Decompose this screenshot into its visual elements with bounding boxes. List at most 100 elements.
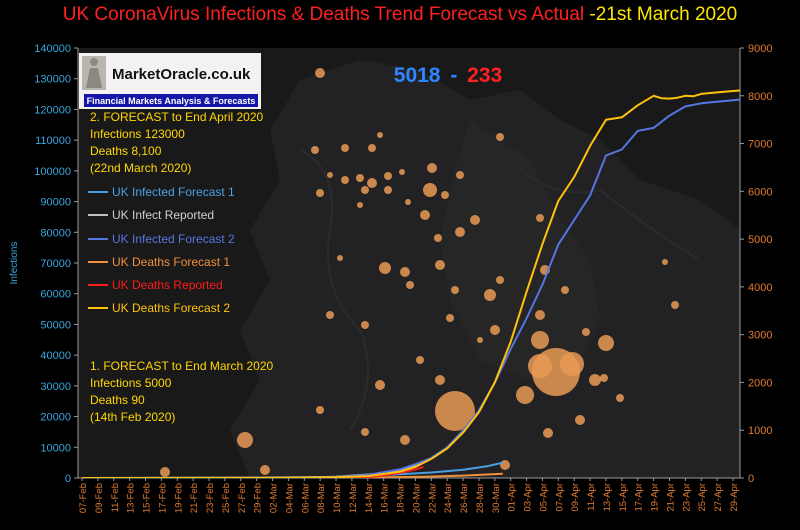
map-bubble	[341, 176, 349, 184]
map-bubble	[361, 321, 369, 329]
x-tick-label: 25-Apr	[697, 483, 708, 512]
map-bubble	[400, 435, 410, 445]
map-bubble	[379, 262, 391, 274]
x-tick-label: 05-Apr	[538, 483, 549, 512]
map-bubble	[446, 314, 454, 322]
x-tick-label: 21-Feb	[189, 483, 200, 513]
map-bubble	[600, 374, 608, 382]
x-tick-label: 18-Mar	[396, 483, 407, 513]
right-axis-ticks: 0 1000 2000 3000 4000 5000 6000 7000 8000 9000	[740, 43, 772, 485]
right-tick-label: 5000	[748, 234, 772, 246]
right-tick-label: 4000	[748, 282, 772, 294]
map-bubble	[500, 460, 510, 470]
live-counter: 5018 - 233	[394, 64, 502, 87]
series-lines	[81, 89, 740, 478]
logo-statue-body	[86, 68, 102, 88]
right-tick-label: 9000	[748, 43, 772, 55]
right-tick-label: 7000	[748, 139, 772, 151]
x-tick-label: 11-Apr	[586, 483, 597, 511]
map-bubble	[399, 169, 405, 175]
legend-item: UK Deaths Forecast 2	[88, 301, 230, 315]
map-bubble	[516, 386, 534, 404]
map-bubble	[405, 199, 411, 205]
x-tick-label: 28-Mar	[475, 483, 486, 513]
map-bubble	[406, 281, 414, 289]
x-tick-label: 27-Apr	[713, 483, 724, 512]
map-bubble	[341, 144, 349, 152]
map-bubble	[536, 214, 544, 222]
right-tick-label: 6000	[748, 186, 772, 198]
map-bubble	[477, 337, 483, 343]
x-tick-label: 22-Mar	[427, 483, 438, 513]
forecast2-line-2: Infections 123000	[90, 127, 185, 141]
x-tick-label: 29-Feb	[253, 483, 264, 513]
x-tick-label: 20-Mar	[411, 483, 422, 513]
x-tick-label: 17-Feb	[157, 483, 168, 513]
x-tick-label: 19-Feb	[173, 483, 184, 513]
map-bubble	[368, 144, 376, 152]
legend-item: UK Infected Forecast 1	[88, 185, 235, 199]
map-bubble	[337, 255, 343, 261]
x-tick-label: 12-Mar	[348, 483, 359, 513]
x-tick-label: 16-Mar	[380, 483, 391, 513]
left-tick-label: 120000	[34, 104, 71, 116]
map-bubble	[356, 174, 364, 182]
map-bubble	[582, 328, 590, 336]
map-bubble	[326, 311, 334, 319]
legend-label-deaths-reported: UK Deaths Reported	[112, 278, 223, 292]
legend-label-deaths-forecast-2: UK Deaths Forecast 2	[112, 301, 230, 315]
map-bubbles	[160, 68, 679, 477]
map-bubble	[160, 467, 170, 477]
map-bubble	[470, 215, 480, 225]
x-tick-label: 24-Mar	[443, 483, 454, 513]
legend-item: UK Deaths Forecast 1	[88, 255, 230, 269]
map-bubble	[531, 331, 549, 349]
left-tick-label: 50000	[40, 319, 71, 331]
right-tick-label: 3000	[748, 330, 772, 342]
map-background	[230, 60, 740, 478]
map-bubble	[616, 394, 624, 402]
series-line-uk-infected-forecast-2	[81, 98, 740, 478]
map-bubble	[316, 406, 324, 414]
left-tick-label: 30000	[40, 381, 71, 393]
map-bubble	[375, 380, 385, 390]
x-tick-label: 07-Apr	[554, 483, 565, 512]
forecast1-line-4: (14th Feb 2020)	[90, 410, 175, 424]
map-bubble	[434, 234, 442, 242]
left-axis-ticks: 0 10000 20000 30000 40000 50000 60000 70000 8000…	[34, 43, 78, 485]
x-tick-label: 19-Apr	[650, 483, 661, 512]
map-bubble	[315, 68, 325, 78]
x-tick-label: 11-Feb	[110, 483, 121, 512]
map-bubble	[316, 189, 324, 197]
left-tick-label: 10000	[40, 442, 71, 454]
map-bubble	[327, 172, 333, 178]
legend-label-infected-forecast-2: UK Infected Forecast 2	[112, 232, 235, 246]
map-bubble	[662, 259, 668, 265]
forecast1-note: 1. FORECAST to End March 2020 Infections…	[90, 359, 274, 424]
x-tick-label: 07-Feb	[78, 483, 89, 513]
forecast2-line-4: (22nd March 2020)	[90, 161, 191, 175]
map-bubble	[561, 286, 569, 294]
x-tick-label: 03-Apr	[523, 483, 534, 512]
x-tick-label: 15-Feb	[142, 483, 153, 513]
left-tick-label: 140000	[34, 43, 71, 55]
live-deaths: 233	[467, 64, 502, 87]
left-tick-label: 0	[65, 473, 71, 485]
live-separator: -	[450, 64, 457, 87]
x-tick-label: 26-Mar	[459, 483, 470, 513]
map-bubble	[361, 428, 369, 436]
x-axis-ticks: 07-Feb 09-Feb 11-Feb 13-Feb 15-Feb 17-Feb 19-F…	[78, 478, 740, 513]
map-bubble	[384, 172, 392, 180]
x-tick-label: 15-Apr	[618, 483, 629, 512]
map-bubble	[589, 374, 601, 386]
map-bubble	[384, 186, 392, 194]
x-tick-label: 30-Mar	[491, 483, 502, 513]
map-bubble	[484, 289, 496, 301]
series-line-uk-deaths-forecast-2	[81, 89, 740, 478]
map-bubble	[535, 310, 545, 320]
map-bubble	[560, 352, 584, 376]
forecast2-line-3: Deaths 8,100	[90, 144, 162, 158]
map-bubble	[237, 432, 253, 448]
right-tick-label: 1000	[748, 425, 772, 437]
left-tick-label: 40000	[40, 350, 71, 362]
